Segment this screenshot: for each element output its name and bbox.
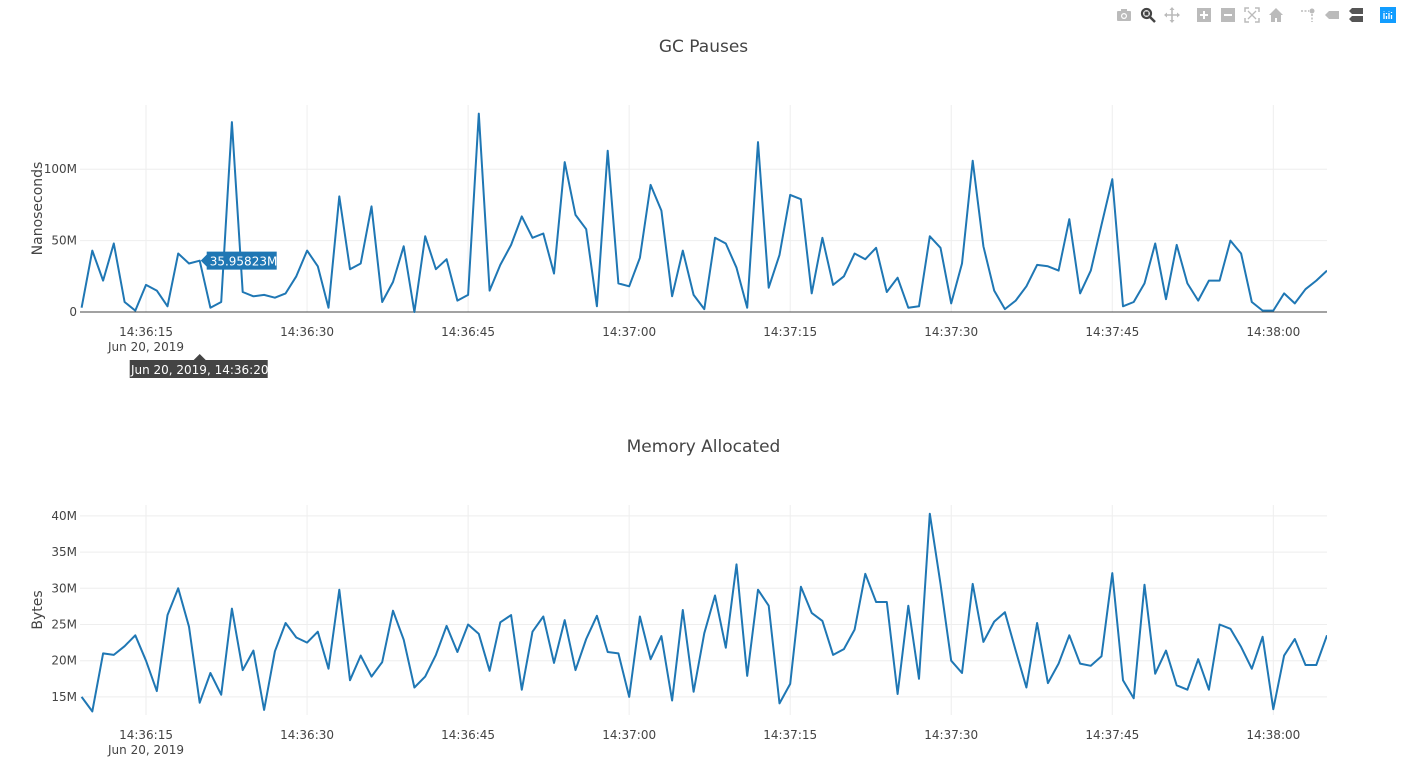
x-tick-label: 14:36:45 [441, 325, 495, 339]
x-date-label: Jun 20, 2019 [107, 743, 184, 757]
plotly-logo-button[interactable] [1379, 6, 1397, 24]
x-tick-label: 14:38:00 [1246, 325, 1300, 339]
x-tick-label: 14:36:15 [119, 325, 173, 339]
modebar [1115, 6, 1397, 24]
x-tick-label: 14:37:00 [602, 325, 656, 339]
series-line-group [80, 112, 1327, 313]
series-line-group [80, 512, 1327, 713]
spikelines-icon [1301, 8, 1315, 22]
y-tick-label: 40M [51, 509, 77, 523]
camera-icon [1117, 9, 1131, 21]
y-axis-title: Bytes [30, 590, 46, 629]
x-tick-label: 14:36:45 [441, 728, 495, 742]
x-tick-label: 14:36:30 [280, 728, 334, 742]
x-tick-label: 14:37:45 [1085, 728, 1139, 742]
spikelines-button[interactable] [1299, 6, 1317, 24]
x-tick-label: 14:36:15 [119, 728, 173, 742]
series-line [80, 512, 1327, 713]
x-tick-label: 14:37:15 [763, 325, 817, 339]
y-tick-label: 50M [51, 234, 77, 248]
hover-y-box [200, 251, 277, 270]
x-tick-label: 14:38:00 [1246, 728, 1300, 742]
hover-compare-icon [1349, 8, 1363, 22]
chart-title: GC Pauses [659, 37, 748, 57]
y-axis-title: Nanoseconds [30, 162, 46, 256]
hover-x-box [129, 354, 268, 378]
y-tick-label: 30M [51, 581, 77, 595]
zoom-out-icon [1221, 8, 1235, 22]
pan-button[interactable] [1163, 6, 1181, 24]
series-line [80, 112, 1327, 313]
y-tick-label: 100M [44, 162, 77, 176]
camera-button[interactable] [1115, 6, 1133, 24]
x-tick-label: 14:37:00 [602, 728, 656, 742]
x-tick-label: 14:37:30 [924, 325, 978, 339]
zoom-in-button[interactable] [1195, 6, 1213, 24]
x-tick-label: 14:37:30 [924, 728, 978, 742]
pan-icon [1164, 7, 1180, 23]
hover-x-label: Jun 20, 2019, 14:36:20 [129, 354, 269, 378]
x-tick-label: 14:37:45 [1085, 325, 1139, 339]
zoom-button[interactable] [1139, 6, 1157, 24]
y-tick-label: 0 [69, 305, 77, 319]
x-date-label: Jun 20, 2019 [107, 340, 184, 354]
y-tick-label: 25M [51, 617, 77, 631]
autoscale-icon [1244, 7, 1260, 23]
hover-y-label: 35.95823M [200, 251, 278, 270]
x-tick-label: 14:36:30 [280, 325, 334, 339]
hover-closest-icon [1325, 11, 1339, 19]
y-tick-label: 35M [51, 545, 77, 559]
y-tick-label: 15M [51, 690, 77, 704]
home-icon [1269, 8, 1283, 22]
zoom-out-button[interactable] [1219, 6, 1237, 24]
zoom-icon [1140, 7, 1156, 23]
x-tick-label: 14:37:15 [763, 728, 817, 742]
hover-y-text: 35.95823M [210, 255, 278, 269]
plotly-logo-icon [1380, 7, 1396, 23]
chart-title: Memory Allocated [627, 437, 781, 457]
hover-x-text: Jun 20, 2019, 14:36:20 [130, 363, 269, 377]
hover-compare-button[interactable] [1347, 6, 1365, 24]
zoom-in-icon [1197, 8, 1211, 22]
autoscale-button[interactable] [1243, 6, 1261, 24]
home-button[interactable] [1267, 6, 1285, 24]
hover-closest-button[interactable] [1323, 6, 1341, 24]
y-tick-label: 20M [51, 654, 77, 668]
